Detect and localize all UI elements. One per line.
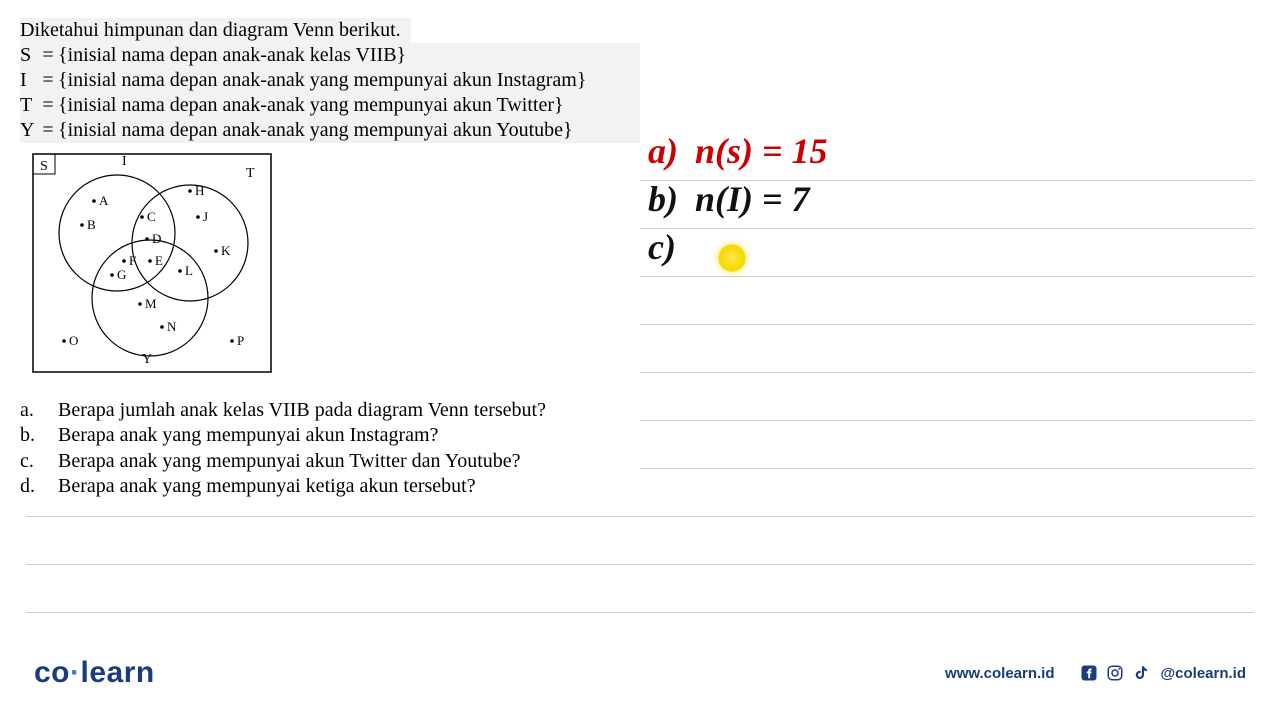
set-def-y: Y = {inisial nama depan anak-anak yang m… (20, 118, 630, 143)
svg-text:N: N (167, 319, 177, 334)
svg-text:E: E (155, 253, 163, 268)
facebook-icon (1079, 663, 1099, 683)
svg-text:L: L (185, 263, 193, 278)
svg-text:J: J (203, 209, 208, 224)
svg-text:P: P (237, 333, 244, 348)
venn-diagram: S I T Y AB CDE FG HJ K L MN O P (32, 153, 640, 378)
footer-url: www.colearn.id (945, 665, 1054, 682)
problem-intro: Diketahui himpunan dan diagram Venn beri… (20, 18, 411, 43)
svg-text:G: G (117, 267, 126, 282)
svg-text:F: F (129, 253, 136, 268)
svg-text:K: K (221, 243, 231, 258)
question-c: c. Berapa anak yang mempunyai akun Twitt… (20, 449, 546, 474)
svg-text:C: C (147, 209, 156, 224)
svg-text:D: D (152, 231, 161, 246)
social-icons: @colearn.id (1079, 663, 1246, 683)
svg-text:Y: Y (142, 352, 152, 367)
question-a: a. Berapa jumlah anak kelas VIIB pada di… (20, 398, 546, 423)
svg-text:M: M (145, 296, 157, 311)
social-handle: @colearn.id (1161, 665, 1246, 682)
svg-text:B: B (87, 217, 96, 232)
footer: co·learn www.colearn.id @colearn.id (0, 656, 1280, 690)
set-def-i: I = {inisial nama depan anak-anak yang m… (20, 68, 630, 93)
question-b: b. Berapa anak yang mempunyai akun Insta… (20, 423, 546, 448)
instagram-icon (1105, 663, 1125, 683)
svg-text:S: S (40, 159, 48, 174)
question-d: d. Berapa anak yang mempunyai ketiga aku… (20, 474, 546, 499)
svg-text:H: H (195, 183, 204, 198)
problem-statement: Diketahui himpunan dan diagram Venn beri… (20, 18, 640, 378)
questions-list: a. Berapa jumlah anak kelas VIIB pada di… (20, 398, 546, 500)
svg-text:T: T (246, 166, 255, 181)
set-def-s: S = {inisial nama depan anak-anak kelas … (20, 43, 630, 68)
set-def-t: T = {inisial nama depan anak-anak yang m… (20, 93, 630, 118)
pen-cursor (718, 244, 746, 272)
svg-text:A: A (99, 193, 109, 208)
logo: co·learn (34, 656, 155, 690)
tiktok-icon (1131, 663, 1151, 683)
svg-text:I: I (122, 154, 127, 169)
svg-text:O: O (69, 333, 78, 348)
